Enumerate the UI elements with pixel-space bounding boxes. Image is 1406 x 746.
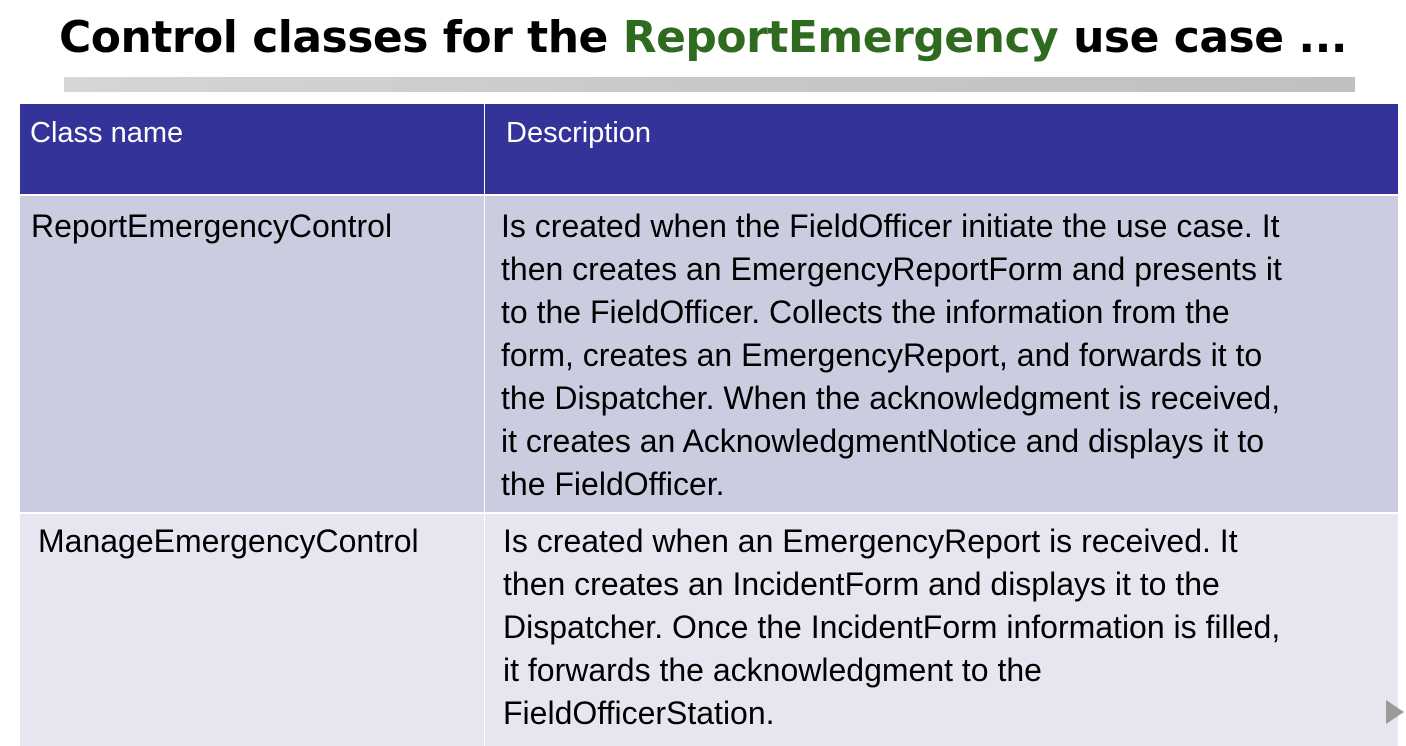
- header-description: Description: [485, 104, 1398, 194]
- description-line: Dispatcher. Once the IncidentForm inform…: [503, 609, 1281, 645]
- description-line: it forwards the acknowledgment to the: [503, 652, 1042, 688]
- table-header-row: Class name Description: [20, 104, 1398, 194]
- table-row: ReportEmergencyControl Is created when t…: [20, 196, 1398, 512]
- class-name-cell: ManageEmergencyControl: [20, 514, 484, 746]
- description-line: Is created when an EmergencyReport is re…: [503, 523, 1238, 559]
- title-underline: [64, 77, 1355, 92]
- title-suffix: use case ...: [1058, 12, 1348, 63]
- description-line: the Dispatcher. When the acknowledgment …: [501, 380, 1281, 416]
- description-cell: Is created when the FieldOfficer initiat…: [485, 196, 1398, 512]
- title-accent: ReportEmergency: [622, 12, 1059, 63]
- description-line: form, creates an EmergencyReport, and fo…: [501, 337, 1263, 373]
- play-arrow-icon[interactable]: [1386, 700, 1404, 724]
- description-line: it creates an AcknowledgmentNotice and d…: [501, 423, 1265, 459]
- header-class-name: Class name: [20, 104, 484, 194]
- description-line: then creates an IncidentForm and display…: [503, 566, 1220, 602]
- class-name-cell: ReportEmergencyControl: [20, 196, 484, 512]
- table-row: ManageEmergencyControl Is created when a…: [20, 514, 1398, 746]
- description-line: then creates an EmergencyReportForm and …: [501, 251, 1282, 287]
- description-line: to the FieldOfficer. Collects the inform…: [501, 294, 1230, 330]
- description-cell: Is created when an EmergencyReport is re…: [485, 514, 1398, 746]
- slide-title: Control classes for the ReportEmergency …: [0, 8, 1406, 68]
- description-line: Is created when the FieldOfficer initiat…: [501, 208, 1280, 244]
- title-prefix: Control classes for the: [58, 12, 623, 63]
- description-line: FieldOfficerStation.: [503, 695, 775, 731]
- description-line: the FieldOfficer.: [501, 466, 725, 502]
